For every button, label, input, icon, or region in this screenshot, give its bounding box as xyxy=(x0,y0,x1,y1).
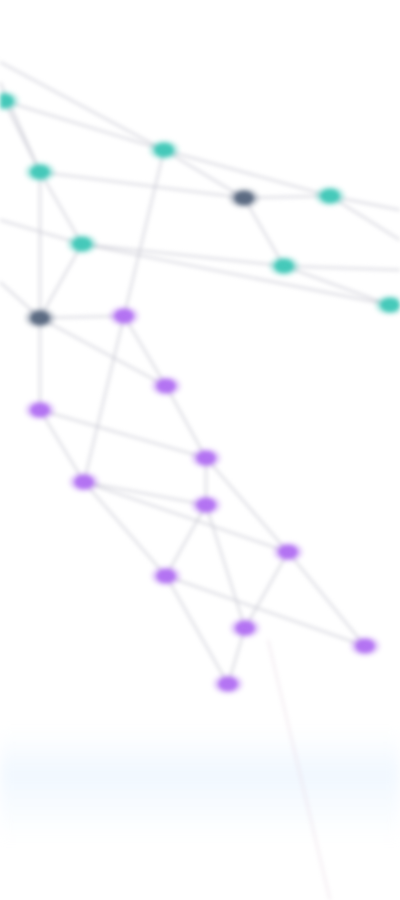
node-violet xyxy=(191,495,221,515)
edge xyxy=(40,318,166,386)
node-violet xyxy=(151,566,181,586)
node-teal xyxy=(25,162,55,182)
node-violet xyxy=(109,306,139,326)
edge xyxy=(82,244,284,266)
edge xyxy=(124,150,164,316)
edge xyxy=(84,316,124,482)
graph-nodes xyxy=(0,91,400,694)
node-slate xyxy=(25,308,55,328)
node-violet xyxy=(213,674,243,694)
node-teal xyxy=(269,256,299,276)
node-violet xyxy=(69,472,99,492)
edge xyxy=(166,576,228,684)
edge xyxy=(284,266,400,270)
node-teal xyxy=(315,186,345,206)
node-violet xyxy=(350,636,380,656)
node-violet xyxy=(230,618,260,638)
node-teal xyxy=(0,91,19,111)
node-violet xyxy=(25,400,55,420)
node-teal xyxy=(67,234,97,254)
edge xyxy=(268,640,330,900)
edge xyxy=(284,266,390,305)
node-teal xyxy=(149,140,179,160)
edge xyxy=(166,505,206,576)
edge xyxy=(244,198,284,266)
node-violet xyxy=(273,542,303,562)
edge xyxy=(4,101,40,172)
node-slate xyxy=(229,188,259,208)
node-teal xyxy=(375,295,400,315)
edge xyxy=(164,150,244,198)
node-violet xyxy=(191,448,221,468)
edge xyxy=(206,505,245,628)
edge xyxy=(40,244,82,318)
edge xyxy=(40,172,244,198)
node-violet xyxy=(151,376,181,396)
graph-edges xyxy=(0,62,400,900)
